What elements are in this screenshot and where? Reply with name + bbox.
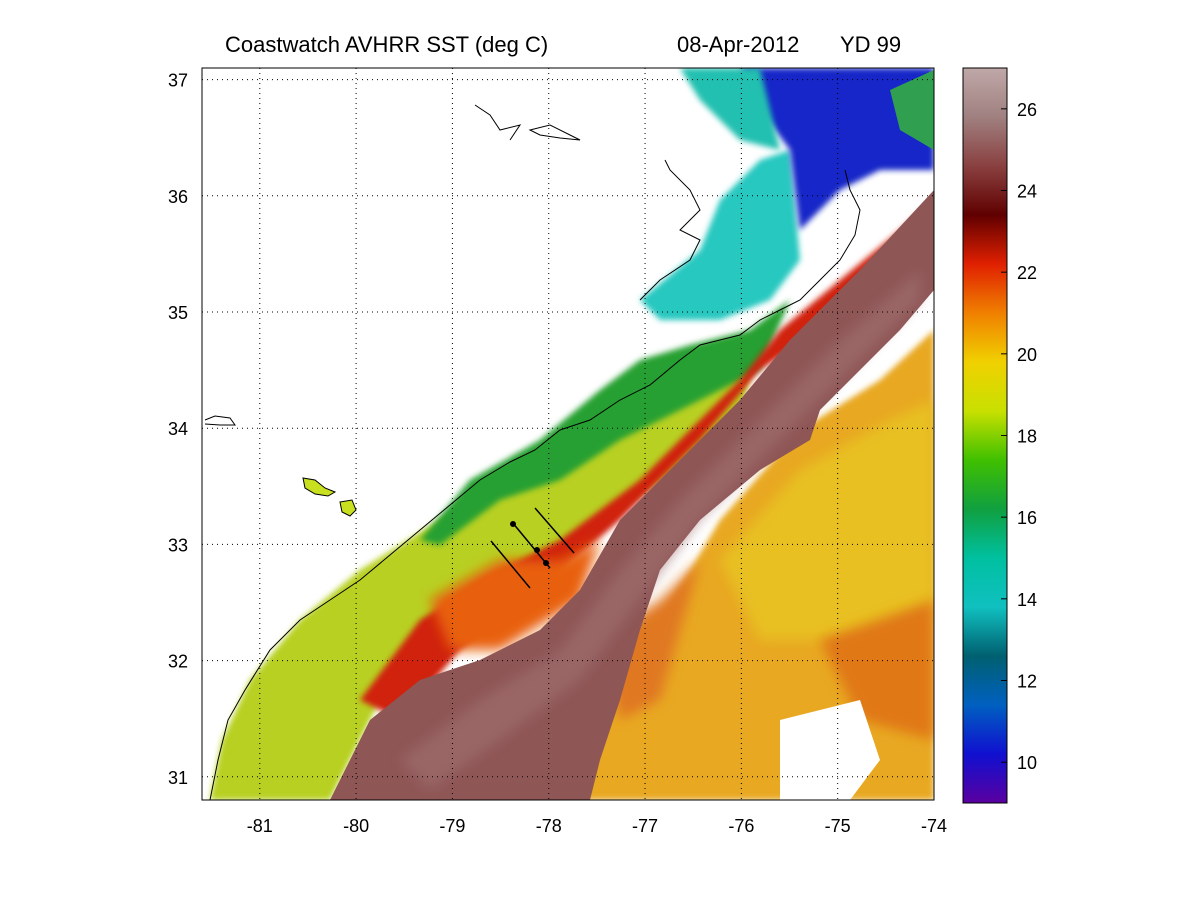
lon-tick-label: -81 bbox=[247, 816, 273, 836]
track-line-1 bbox=[534, 507, 575, 554]
colorbar-tick-label: 24 bbox=[1017, 182, 1037, 202]
colorbar-tick-label: 22 bbox=[1017, 263, 1037, 283]
title-product: Coastwatch AVHRR SST (deg C) bbox=[225, 32, 548, 57]
colorbar-tick-label: 26 bbox=[1017, 100, 1037, 120]
station-marker-2 bbox=[534, 547, 540, 553]
colorbar-tick-label: 14 bbox=[1017, 590, 1037, 610]
colorbar bbox=[962, 67, 1008, 804]
lat-tick-label: 33 bbox=[168, 535, 188, 555]
shelf-coastal-region bbox=[210, 330, 760, 800]
lat-tick-label: 36 bbox=[168, 187, 188, 207]
lon-tick-label: -79 bbox=[439, 816, 465, 836]
lat-tick-label: 31 bbox=[168, 768, 188, 788]
longitude-axis: -81 -80 -79 -78 -77 -76 -75 -74 bbox=[247, 816, 947, 836]
northern-cold-region bbox=[740, 68, 934, 230]
lon-tick-label: -76 bbox=[728, 816, 754, 836]
colorbar-tick-label: 10 bbox=[1017, 753, 1037, 773]
lat-tick-label: 37 bbox=[168, 71, 188, 91]
track-line-2 bbox=[511, 521, 551, 569]
map-frame bbox=[201, 67, 935, 801]
colorbar-ticks: 26 24 22 20 18 16 14 12 10 bbox=[1001, 100, 1037, 773]
colorbar-tick-label: 12 bbox=[1017, 672, 1037, 692]
lon-tick-label: -80 bbox=[343, 816, 369, 836]
sound-region bbox=[640, 150, 800, 320]
lat-tick-label: 34 bbox=[168, 419, 188, 439]
track-line-3 bbox=[490, 540, 531, 589]
lon-tick-label: -78 bbox=[536, 816, 562, 836]
colorbar-tick-label: 20 bbox=[1017, 345, 1037, 365]
colorbar-tick-label: 16 bbox=[1017, 508, 1037, 528]
lat-tick-label: 32 bbox=[168, 652, 188, 672]
coastline bbox=[209, 169, 861, 800]
sst-field bbox=[202, 68, 934, 800]
title-date: 08-Apr-2012 bbox=[677, 32, 799, 57]
lon-tick-label: -77 bbox=[632, 816, 658, 836]
lon-tick-label: -75 bbox=[825, 816, 851, 836]
gulf-stream-core bbox=[330, 190, 934, 800]
station-marker-1 bbox=[510, 521, 516, 527]
latitude-axis: 37 36 35 34 33 32 31 bbox=[168, 71, 188, 788]
station-marker-3 bbox=[543, 560, 549, 566]
lon-tick-label: -74 bbox=[921, 816, 947, 836]
title-yearday: YD 99 bbox=[840, 32, 901, 57]
colorbar-tick-label: 18 bbox=[1017, 427, 1037, 447]
lat-tick-label: 35 bbox=[168, 303, 188, 323]
